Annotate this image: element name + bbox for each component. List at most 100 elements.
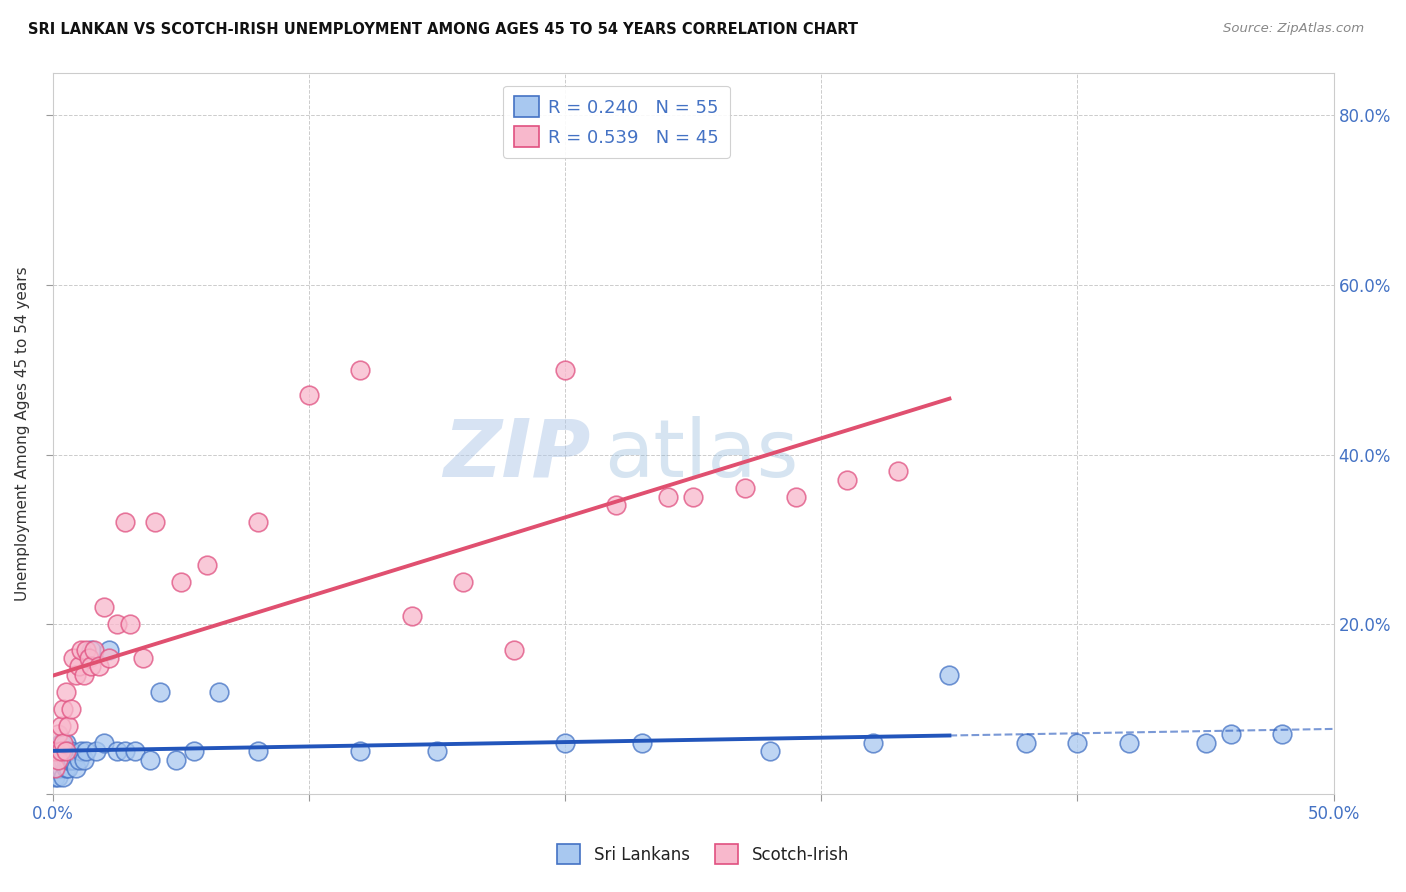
Point — [139, 753, 162, 767]
Point — [124, 744, 146, 758]
Point — [46, 753, 69, 767]
Point — [44, 761, 66, 775]
Point — [165, 753, 187, 767]
Point — [98, 651, 121, 665]
Point — [785, 490, 807, 504]
Point — [70, 744, 93, 758]
Point — [44, 744, 66, 758]
Point — [49, 736, 72, 750]
Point — [62, 753, 84, 767]
Point — [52, 702, 75, 716]
Point — [75, 744, 97, 758]
Point — [93, 736, 115, 750]
Point — [605, 499, 627, 513]
Point — [49, 744, 72, 758]
Point — [631, 736, 654, 750]
Point — [44, 761, 66, 775]
Point — [70, 642, 93, 657]
Point — [734, 482, 756, 496]
Point — [114, 516, 136, 530]
Point — [451, 574, 474, 589]
Point — [46, 770, 69, 784]
Point — [246, 516, 269, 530]
Point — [58, 719, 80, 733]
Point — [183, 744, 205, 758]
Point — [401, 608, 423, 623]
Point — [114, 744, 136, 758]
Point — [55, 753, 77, 767]
Point — [52, 736, 75, 750]
Point — [67, 659, 90, 673]
Y-axis label: Unemployment Among Ages 45 to 54 years: Unemployment Among Ages 45 to 54 years — [15, 266, 30, 600]
Point — [682, 490, 704, 504]
Point — [145, 516, 167, 530]
Point — [759, 744, 782, 758]
Point — [503, 642, 526, 657]
Point — [46, 761, 69, 775]
Point — [55, 761, 77, 775]
Point — [83, 642, 105, 657]
Point — [835, 473, 858, 487]
Point — [1220, 727, 1243, 741]
Point — [862, 736, 884, 750]
Point — [149, 685, 172, 699]
Point — [46, 727, 69, 741]
Point — [49, 753, 72, 767]
Point — [195, 558, 218, 572]
Point — [131, 651, 153, 665]
Point — [49, 744, 72, 758]
Point — [58, 761, 80, 775]
Text: Source: ZipAtlas.com: Source: ZipAtlas.com — [1223, 22, 1364, 36]
Point — [349, 744, 371, 758]
Point — [170, 574, 193, 589]
Point — [75, 642, 97, 657]
Point — [208, 685, 231, 699]
Point — [55, 736, 77, 750]
Point — [52, 744, 75, 758]
Point — [58, 753, 80, 767]
Point — [87, 659, 110, 673]
Point — [59, 744, 82, 758]
Legend: R = 0.240   N = 55, R = 0.539   N = 45: R = 0.240 N = 55, R = 0.539 N = 45 — [503, 86, 730, 158]
Point — [1015, 736, 1038, 750]
Point — [1194, 736, 1216, 750]
Point — [98, 642, 121, 657]
Point — [1271, 727, 1294, 741]
Point — [657, 490, 679, 504]
Point — [554, 736, 576, 750]
Point — [1066, 736, 1088, 750]
Point — [105, 744, 128, 758]
Text: SRI LANKAN VS SCOTCH-IRISH UNEMPLOYMENT AMONG AGES 45 TO 54 YEARS CORRELATION CH: SRI LANKAN VS SCOTCH-IRISH UNEMPLOYMENT … — [28, 22, 858, 37]
Point — [46, 744, 69, 758]
Point — [938, 668, 960, 682]
Point — [80, 659, 103, 673]
Point — [58, 744, 80, 758]
Point — [46, 753, 69, 767]
Point — [65, 761, 87, 775]
Point — [80, 642, 103, 657]
Point — [55, 685, 77, 699]
Point — [554, 363, 576, 377]
Point — [118, 617, 141, 632]
Point — [59, 702, 82, 716]
Point — [77, 651, 100, 665]
Point — [86, 744, 108, 758]
Point — [72, 753, 94, 767]
Point — [44, 753, 66, 767]
Legend: Sri Lankans, Scotch-Irish: Sri Lankans, Scotch-Irish — [551, 838, 855, 871]
Point — [52, 770, 75, 784]
Point — [72, 668, 94, 682]
Point — [62, 651, 84, 665]
Point — [1118, 736, 1140, 750]
Point — [44, 744, 66, 758]
Point — [246, 744, 269, 758]
Text: atlas: atlas — [603, 416, 799, 494]
Point — [67, 753, 90, 767]
Point — [105, 617, 128, 632]
Point — [52, 753, 75, 767]
Point — [59, 753, 82, 767]
Point — [65, 668, 87, 682]
Point — [426, 744, 449, 758]
Text: ZIP: ZIP — [443, 416, 591, 494]
Point — [349, 363, 371, 377]
